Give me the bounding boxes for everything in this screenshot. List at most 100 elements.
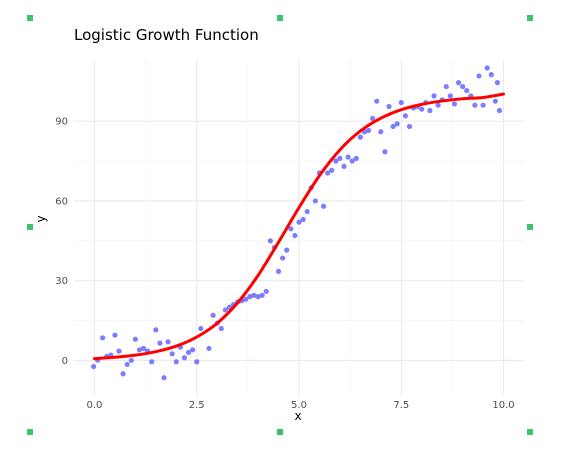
data-point <box>194 359 200 365</box>
data-point <box>464 87 470 94</box>
x-tick-label: 5.0 <box>291 400 307 411</box>
data-point <box>451 101 458 107</box>
y-tick-labels: 0 30 60 90 <box>55 117 68 367</box>
data-point <box>398 99 404 106</box>
data-point <box>112 332 118 338</box>
data-point <box>153 327 159 333</box>
data-point <box>378 129 384 135</box>
data-point <box>247 294 253 300</box>
data-point <box>472 102 478 108</box>
data-point <box>91 363 97 370</box>
data-point <box>251 292 257 298</box>
fitted-curve <box>92 92 506 361</box>
data-point <box>120 371 126 377</box>
data-point <box>447 93 453 99</box>
data-point <box>169 351 175 357</box>
data-point <box>288 226 294 232</box>
data-point <box>419 106 425 112</box>
data-point <box>357 134 363 140</box>
data-point <box>157 340 163 346</box>
data-point <box>488 72 494 78</box>
data-point <box>325 170 331 176</box>
selection-handle-bottom-right[interactable] <box>527 429 533 435</box>
data-point <box>435 102 441 108</box>
selection-handle-bottom-center[interactable] <box>277 429 283 435</box>
data-point <box>243 296 249 302</box>
selection-handle-middle-left[interactable] <box>27 224 33 230</box>
data-point <box>198 325 204 332</box>
data-point <box>165 339 171 345</box>
data-point <box>284 247 290 253</box>
selection-handle-top-right[interactable] <box>527 15 533 21</box>
data-point <box>149 359 155 365</box>
data-point <box>222 307 228 313</box>
data-point <box>267 238 273 244</box>
data-point <box>431 93 437 99</box>
data-point <box>181 355 188 361</box>
data-point <box>460 83 466 90</box>
data-point <box>320 203 327 209</box>
data-point <box>206 345 212 352</box>
data-point <box>374 98 380 104</box>
data-point <box>296 219 302 225</box>
data-point <box>337 155 343 161</box>
data-point <box>484 65 490 71</box>
selection-handle-top-left[interactable] <box>27 15 33 21</box>
data-point <box>161 375 167 381</box>
fitted-curve-layer <box>92 92 506 361</box>
data-point <box>402 113 408 119</box>
data-point <box>100 335 106 341</box>
data-point <box>173 359 179 365</box>
data-point <box>365 127 372 134</box>
data-point <box>427 107 433 114</box>
data-point <box>476 73 482 79</box>
data-points <box>91 65 503 381</box>
data-point <box>259 292 265 298</box>
data-point <box>280 255 286 261</box>
data-point <box>455 79 462 86</box>
data-point <box>140 345 147 352</box>
y-tick-label: 0 <box>62 356 68 367</box>
data-point <box>124 361 130 368</box>
data-point <box>263 288 269 294</box>
data-point <box>386 103 392 110</box>
selection-handle-top-center[interactable] <box>277 15 283 21</box>
y-tick-label: 30 <box>55 276 68 287</box>
y-axis-title: y <box>34 215 48 222</box>
data-point <box>406 123 413 130</box>
x-tick-label: 2.5 <box>189 400 205 411</box>
data-point <box>349 158 355 164</box>
data-point <box>494 79 501 86</box>
chart-title: Logistic Growth Function <box>74 26 259 44</box>
data-point <box>394 121 400 127</box>
data-point <box>390 123 396 130</box>
gridlines <box>74 60 524 395</box>
data-point <box>312 198 318 204</box>
data-point <box>353 155 359 161</box>
x-tick-label: 10.0 <box>492 400 514 411</box>
data-point <box>190 347 196 353</box>
data-point <box>443 83 449 90</box>
data-point <box>382 149 388 155</box>
selection-handle-bottom-left[interactable] <box>27 429 33 435</box>
data-point <box>304 208 310 215</box>
data-point <box>210 312 216 318</box>
x-tick-label: 7.5 <box>393 400 409 411</box>
data-point <box>341 163 347 169</box>
data-point <box>345 154 351 160</box>
y-tick-label: 90 <box>55 117 68 128</box>
data-point <box>492 98 498 104</box>
data-point <box>300 216 306 223</box>
data-point <box>185 349 192 356</box>
x-axis-title: x <box>294 409 301 423</box>
data-point <box>370 115 376 122</box>
data-point <box>116 348 122 354</box>
data-point <box>255 294 261 300</box>
data-point <box>480 102 486 108</box>
y-tick-label: 60 <box>55 196 68 207</box>
data-point <box>275 268 282 274</box>
selection-handle-middle-right[interactable] <box>527 224 533 230</box>
x-tick-label: 0.0 <box>87 400 103 411</box>
data-point <box>128 357 134 364</box>
